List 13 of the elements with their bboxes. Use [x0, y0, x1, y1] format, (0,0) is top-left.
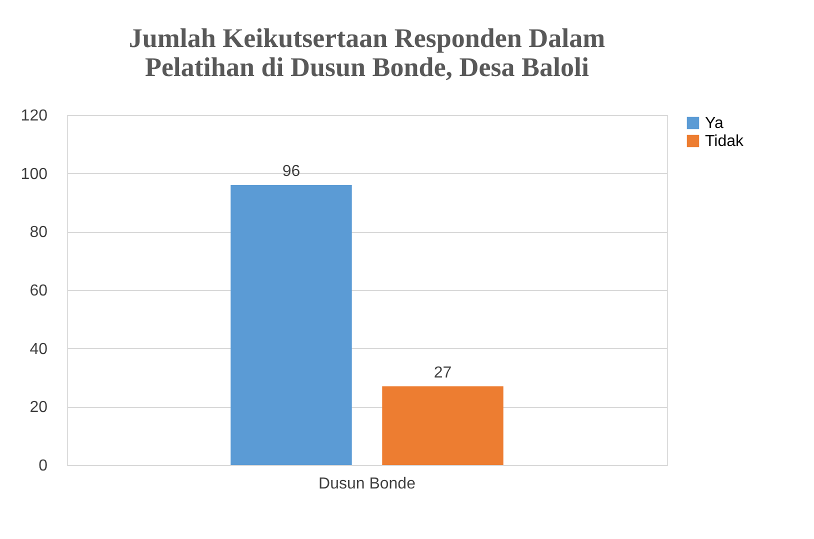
y-tick-label: 100 [20, 166, 48, 183]
x-tick-label: Dusun Bonde [318, 476, 416, 492]
data-label: 96 [282, 163, 300, 180]
y-tick-label: 80 [30, 224, 48, 242]
chart-title: Jumlah Keikutsertaan Responden Dalam Pelatihan di Dusun Bonde, Desa Baloli [128, 23, 606, 82]
y-tick-label: 0 [38, 458, 48, 474]
legend-label: Ya [705, 115, 724, 132]
y-tick-label: 120 [20, 108, 48, 124]
data-label: 27 [434, 364, 452, 382]
y-tick-label: 40 [30, 340, 48, 358]
y-tick-label: 20 [30, 399, 48, 416]
legend-label: Tidak [705, 133, 745, 150]
y-tick-label: 60 [30, 282, 48, 300]
